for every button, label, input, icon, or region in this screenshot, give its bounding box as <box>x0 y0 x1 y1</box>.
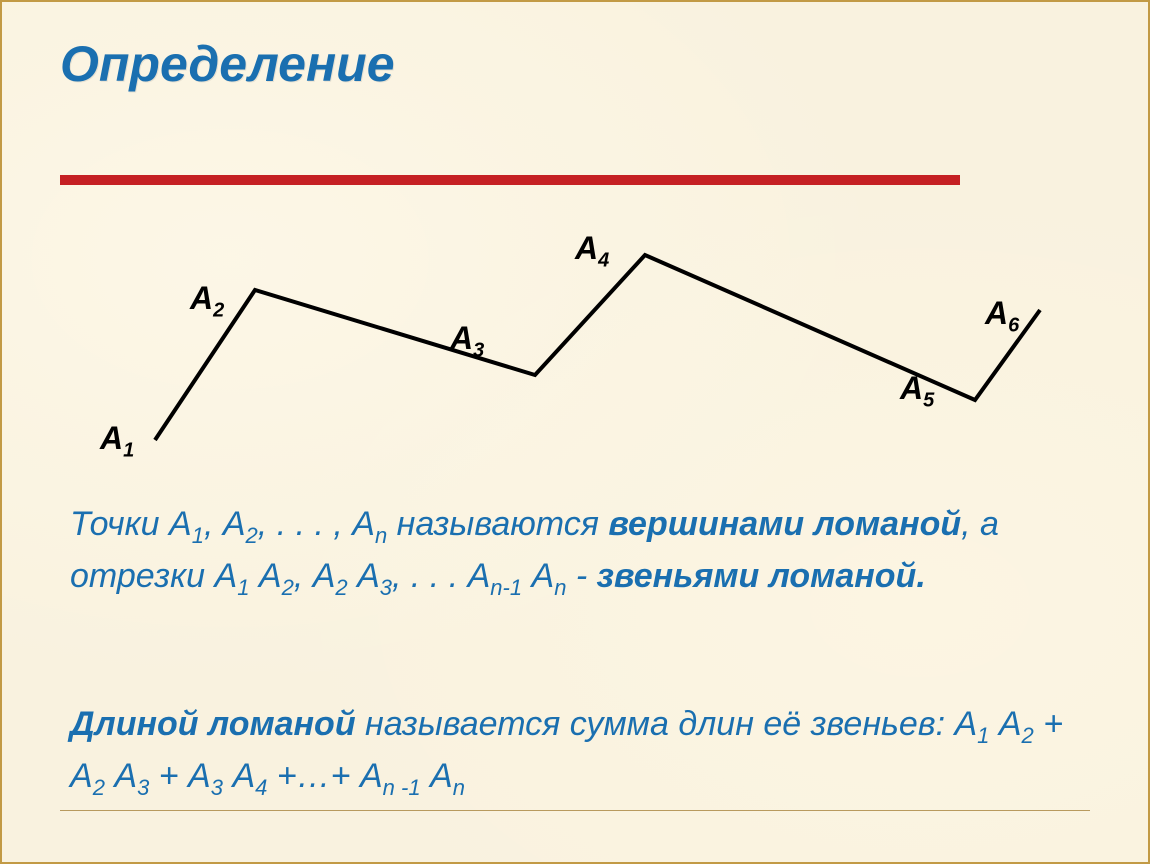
vertex-label-a3: А3 <box>450 320 484 362</box>
vertex-label-a5: А5 <box>900 370 934 412</box>
vertex-label-a6: А6 <box>985 295 1019 337</box>
vertex-label-a2: А2 <box>190 280 224 322</box>
vertex-label-a1: А1 <box>100 420 134 462</box>
bottom-rule <box>60 810 1090 811</box>
vertex-label-a4: А4 <box>575 230 609 272</box>
definition-paragraph-2: Длиной ломаной называется сумма длин её … <box>70 700 1080 803</box>
definition-paragraph-1: Точки А1, А2, . . . , Аn называются верш… <box>70 500 1080 603</box>
